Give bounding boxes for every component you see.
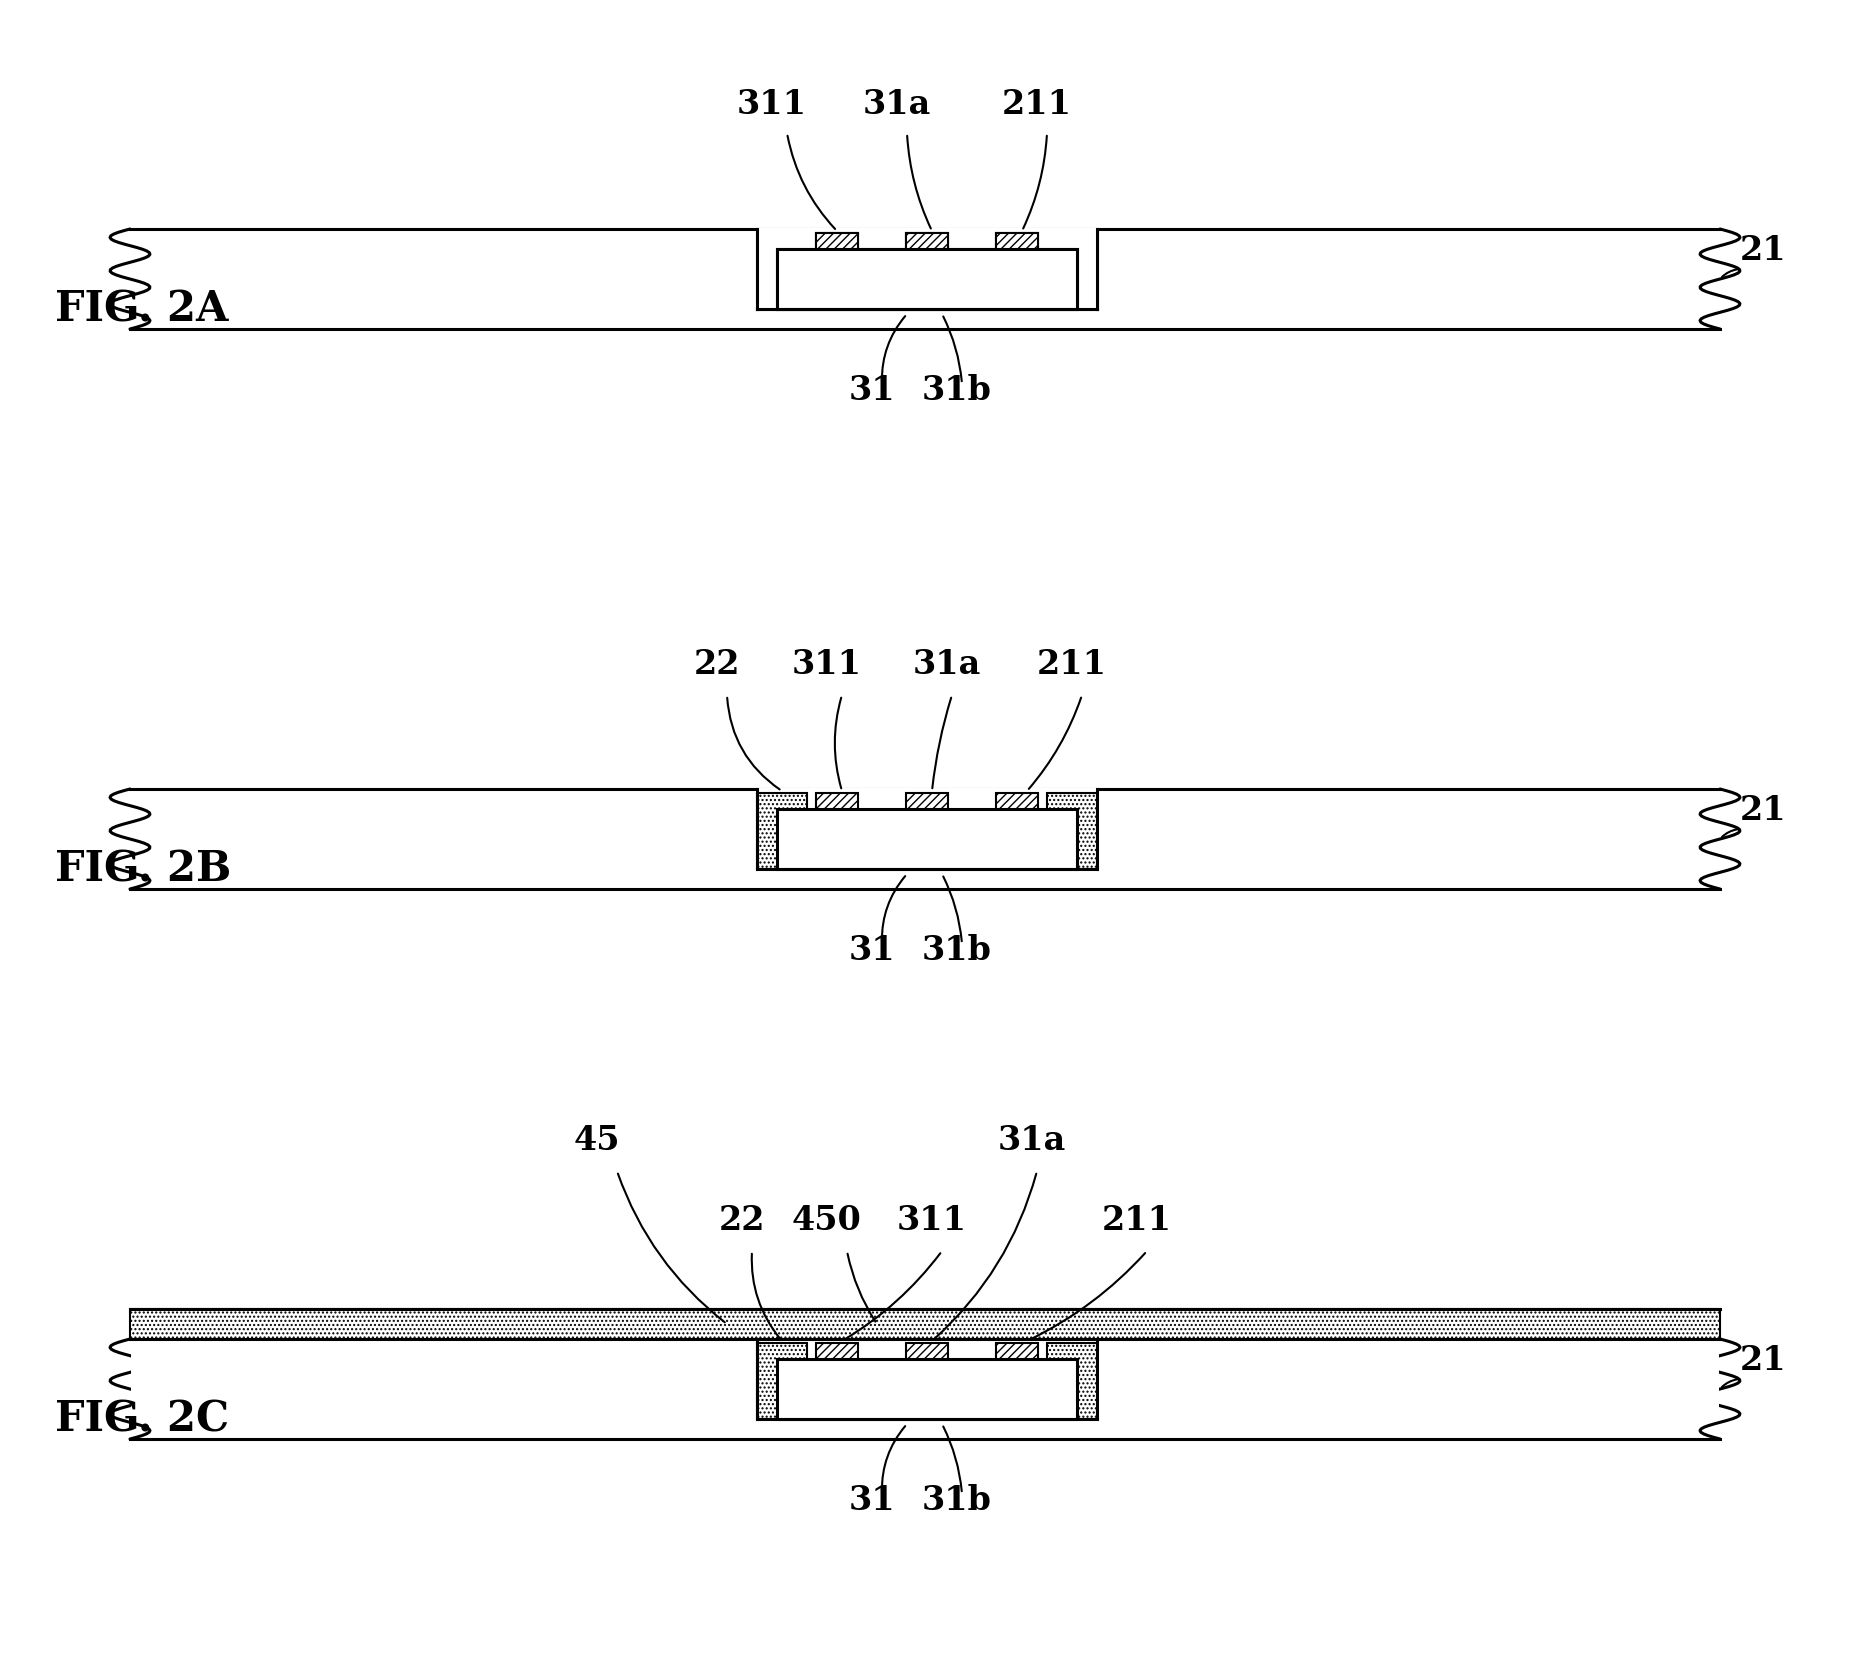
Text: 31b: 31b (921, 934, 992, 966)
Text: 31a: 31a (862, 87, 931, 121)
Text: 31b: 31b (921, 1483, 992, 1515)
Bar (777, 250, 1077, 309)
Bar (777, 1359, 1077, 1420)
Text: FIG. 2A: FIG. 2A (56, 289, 228, 331)
Bar (907, 234, 947, 250)
Bar (816, 234, 858, 250)
Text: 311: 311 (897, 1203, 968, 1236)
Bar (777, 250, 1077, 309)
Text: 31b: 31b (921, 373, 992, 407)
Text: 31: 31 (849, 1483, 895, 1515)
Bar (996, 1344, 1038, 1359)
Bar (130, 1309, 1721, 1339)
Bar (996, 234, 1038, 250)
Text: 31: 31 (849, 373, 895, 407)
Text: 311: 311 (738, 87, 806, 121)
Text: 211: 211 (1101, 1203, 1172, 1236)
Text: 311: 311 (792, 647, 862, 680)
Text: 22: 22 (719, 1203, 766, 1236)
Bar (1048, 793, 1098, 870)
Text: 22: 22 (693, 647, 740, 680)
Text: 21: 21 (1741, 793, 1787, 827)
Bar (756, 793, 806, 870)
Bar (756, 1344, 806, 1420)
Bar (816, 793, 858, 810)
Text: 450: 450 (792, 1203, 862, 1236)
Text: 31a: 31a (912, 647, 981, 680)
Bar (996, 793, 1038, 810)
Bar (996, 234, 1038, 250)
Text: 21: 21 (1741, 234, 1787, 267)
Bar (907, 1344, 947, 1359)
Bar (777, 810, 1077, 870)
Bar (816, 1344, 858, 1359)
Text: FIG. 2C: FIG. 2C (56, 1398, 230, 1440)
Text: FIG. 2B: FIG. 2B (56, 848, 232, 890)
Text: 211: 211 (1036, 647, 1107, 680)
Text: 31: 31 (849, 934, 895, 966)
Bar (758, 788, 1096, 870)
Text: 45: 45 (573, 1124, 621, 1156)
Bar (907, 793, 947, 810)
Text: 21: 21 (1741, 1344, 1787, 1376)
Bar (758, 228, 1096, 311)
Bar (132, 1309, 1719, 1420)
Bar (1048, 1344, 1098, 1420)
Text: 31a: 31a (997, 1124, 1066, 1156)
Bar (907, 234, 947, 250)
Text: 211: 211 (1001, 87, 1072, 121)
Bar (816, 234, 858, 250)
